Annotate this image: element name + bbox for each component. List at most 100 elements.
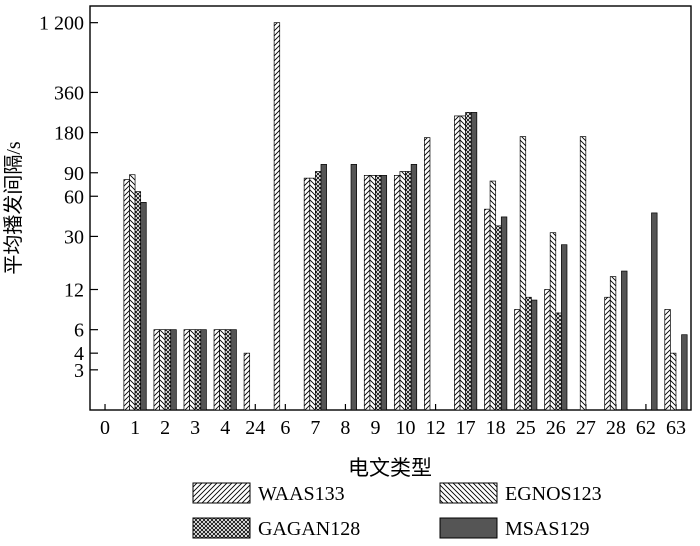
bar [609, 276, 617, 411]
y-tick-label: 3 [74, 360, 84, 382]
bar [134, 191, 142, 411]
bar [183, 329, 190, 411]
x-tick-label: 27 [576, 417, 596, 439]
bar [484, 208, 491, 411]
bar [170, 329, 177, 411]
bar [604, 296, 611, 411]
bar [123, 179, 130, 411]
bar [454, 115, 461, 411]
bar [230, 329, 237, 411]
y-axis-label: 平均播发间隔/s [2, 141, 25, 275]
bar [470, 112, 478, 411]
x-tick-label: 4 [220, 417, 230, 439]
bar [544, 289, 551, 411]
bar [315, 171, 322, 411]
x-axis: 0 1 2 3 4 24 6 7 8 9 10 12 17 18 25 26 27 28 62 63 [100, 404, 686, 439]
bar [320, 164, 327, 411]
legend-label: WAAS133 [258, 483, 345, 505]
legend-label: EGNOS123 [505, 483, 602, 505]
x-tick-label: 12 [426, 417, 446, 439]
x-tick-label: 2 [160, 417, 170, 439]
bar [681, 334, 688, 411]
bar [303, 177, 311, 411]
bar [465, 112, 472, 411]
bar [213, 329, 220, 411]
bar [561, 244, 568, 411]
bar [200, 329, 207, 411]
bar [273, 22, 281, 411]
y-tick-label: 12 [64, 280, 84, 302]
bar [651, 212, 658, 411]
bar [369, 175, 376, 411]
bar [380, 175, 388, 411]
bar [399, 171, 406, 411]
bar [224, 329, 232, 411]
x-tick-label: 63 [666, 417, 686, 439]
x-axis-label: 电文类型 [348, 456, 432, 480]
y-tick-label: 1 200 [39, 13, 84, 35]
bar [579, 136, 587, 411]
x-tick-label: 28 [606, 417, 626, 439]
x-tick-label: 18 [486, 417, 506, 439]
bar [243, 352, 251, 411]
x-tick-label: 25 [516, 417, 536, 439]
bar [525, 296, 532, 411]
bar [410, 164, 418, 411]
bar [555, 312, 562, 411]
bar [519, 136, 527, 411]
bar [129, 174, 136, 411]
bar [363, 175, 371, 411]
x-tick-label: 10 [396, 417, 416, 439]
bar [140, 202, 147, 411]
bar [194, 329, 202, 411]
legend: WAAS133 EGNOS123 GAGAN128 MSAS129 [192, 482, 602, 540]
bar [495, 225, 502, 411]
y-tick-label: 60 [64, 186, 84, 208]
bar [393, 175, 401, 411]
y-tick-label: 6 [74, 320, 84, 342]
bar [500, 216, 508, 411]
x-tick-label: 17 [456, 417, 476, 439]
bar [514, 309, 521, 411]
bar [664, 309, 671, 411]
y-tick-label: 4 [74, 343, 84, 365]
y-tick-label: 360 [54, 82, 84, 104]
x-tick-label: 9 [370, 417, 380, 439]
x-tick-label: 1 [130, 417, 140, 439]
legend-label: MSAS129 [505, 518, 589, 540]
bar [424, 137, 431, 411]
y-tick-label: 180 [54, 123, 84, 145]
bar [350, 164, 357, 411]
x-tick-label: 7 [310, 417, 320, 439]
bar [219, 329, 226, 411]
bar [621, 270, 628, 411]
bar [549, 232, 557, 411]
bar [459, 115, 466, 411]
legend-label: GAGAN128 [258, 518, 360, 540]
bars [123, 22, 688, 411]
y-tick-label: 30 [64, 226, 84, 248]
x-tick-label: 8 [340, 417, 350, 439]
bar [375, 175, 382, 411]
bar [405, 171, 412, 411]
legend-swatch [439, 517, 498, 539]
x-tick-label: 0 [100, 417, 110, 439]
bar [670, 352, 677, 411]
legend-swatch [439, 482, 498, 504]
bar [309, 177, 316, 411]
y-tick-label: 90 [64, 163, 84, 185]
legend-swatch [192, 517, 251, 539]
bar [530, 299, 538, 411]
plot-frame [89, 5, 692, 411]
bar [189, 329, 196, 411]
x-tick-label: 62 [636, 417, 656, 439]
x-tick-label: 6 [280, 417, 290, 439]
bar [489, 180, 497, 411]
bar [159, 329, 166, 411]
x-tick-label: 26 [546, 417, 566, 439]
x-tick-label: 24 [245, 417, 265, 439]
x-tick-label: 3 [190, 417, 200, 439]
bar [153, 329, 160, 411]
